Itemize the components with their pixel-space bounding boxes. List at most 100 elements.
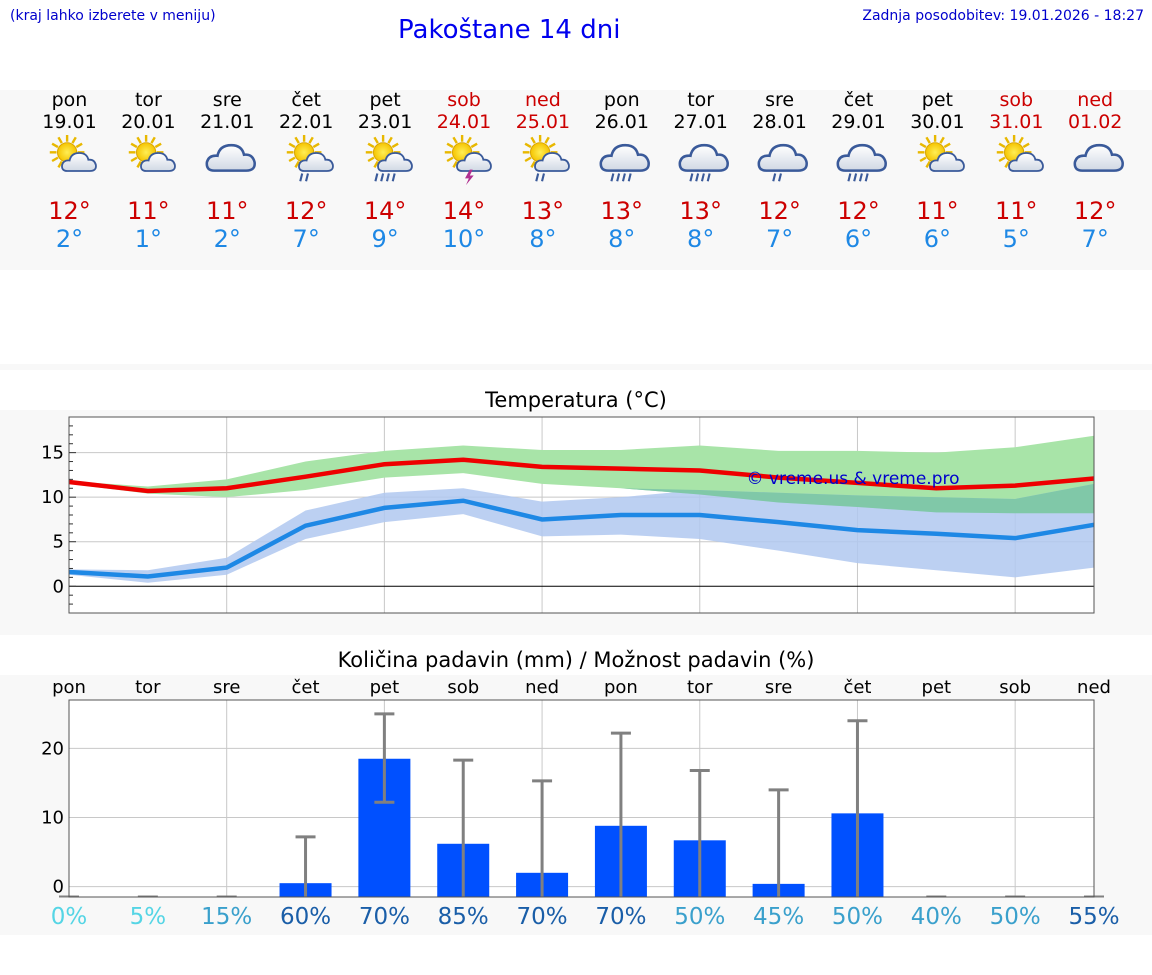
min-temperature-line bbox=[68, 498, 1095, 579]
day-date: 24.01 bbox=[436, 111, 492, 133]
max-temperature: 12° bbox=[837, 197, 880, 225]
day-date: 29.01 bbox=[831, 111, 886, 133]
precipitation-probability: 70% bbox=[595, 904, 647, 930]
temperature-chart-title: Temperatura (°C) bbox=[485, 388, 667, 412]
cloudy-icon bbox=[205, 143, 256, 172]
day-date: 25.01 bbox=[515, 111, 571, 133]
precipitation-probability: 40% bbox=[910, 904, 962, 930]
precipitation-tick-label: 10 bbox=[41, 808, 64, 829]
sun-cloud-icon bbox=[996, 135, 1044, 172]
sun-cloud-thunder-icon bbox=[444, 135, 492, 186]
day-name: pon bbox=[51, 89, 88, 111]
max-temperature: 11° bbox=[916, 197, 959, 225]
day-name: pon bbox=[603, 89, 640, 111]
precipitation-plot-area bbox=[69, 700, 1094, 897]
precipitation-probability: 5% bbox=[129, 904, 167, 930]
min-temperature: 2° bbox=[213, 225, 241, 253]
precipitation-tick-label: 0 bbox=[53, 877, 64, 898]
min-temperature: 2° bbox=[55, 225, 84, 253]
day-date: 21.01 bbox=[200, 111, 255, 133]
max-temperature: 14° bbox=[442, 197, 486, 225]
precipitation-day-label: pet bbox=[922, 677, 952, 698]
min-temperature: 9° bbox=[371, 225, 399, 253]
precipitation-probability: 45% bbox=[753, 904, 805, 930]
max-temperature: 11° bbox=[995, 197, 1038, 225]
precipitation-day-label: pon bbox=[52, 677, 86, 698]
day-name: sre bbox=[765, 89, 795, 111]
min-temperature: 10° bbox=[442, 225, 486, 253]
cloud-heavy-rain-icon bbox=[836, 143, 887, 182]
max-temperature: 12° bbox=[758, 197, 801, 225]
day-date: 20.01 bbox=[121, 111, 176, 133]
max-temperature: 13° bbox=[600, 197, 644, 225]
cloud-heavy-rain-icon bbox=[678, 143, 730, 182]
day-name: sre bbox=[212, 89, 242, 111]
cloud-heavy-rain-icon bbox=[599, 143, 651, 182]
max-range-band bbox=[69, 435, 1094, 514]
overlap-band bbox=[69, 473, 1094, 514]
precipitation-day-label: čet bbox=[843, 677, 871, 698]
sun-cloud-icon bbox=[917, 135, 965, 172]
page-title: Pakoštane 14 dni bbox=[398, 15, 621, 45]
min-temperature: 6° bbox=[923, 225, 952, 253]
max-temperature: 11° bbox=[206, 197, 249, 225]
precipitation-probability: 15% bbox=[201, 904, 253, 930]
day-name: sob bbox=[447, 89, 481, 111]
temperature-tick-label: 15 bbox=[41, 443, 64, 464]
day-name: tor bbox=[687, 89, 715, 111]
day-date: 30.01 bbox=[910, 111, 965, 133]
precipitation-day-label: sob bbox=[447, 677, 479, 698]
cloudy-icon bbox=[1073, 143, 1124, 172]
max-temperature: 12° bbox=[48, 197, 91, 225]
precipitation-probability: 60% bbox=[279, 904, 332, 930]
precipitation-chart-title: Količina padavin (mm) / Možnost padavin … bbox=[337, 648, 815, 672]
precipitation-day-label: sob bbox=[999, 677, 1031, 698]
day-date: 19.01 bbox=[42, 111, 97, 133]
day-name: tor bbox=[134, 89, 162, 111]
watermark: © vreme.us & vreme.pro bbox=[746, 469, 959, 489]
max-temperature: 11° bbox=[127, 197, 170, 225]
precipitation-day-label: tor bbox=[687, 677, 713, 698]
precipitation-day-label: čet bbox=[292, 677, 320, 698]
temperature-tick-label: 10 bbox=[41, 487, 64, 508]
precipitation-day-label: pon bbox=[604, 677, 638, 698]
max-temperature: 12° bbox=[284, 197, 328, 225]
day-date: 27.01 bbox=[673, 111, 728, 133]
day-date: 26.01 bbox=[594, 111, 649, 133]
min-temperature: 8° bbox=[529, 225, 557, 253]
min-temperature: 7° bbox=[765, 225, 794, 253]
precipitation-day-label: ned bbox=[525, 677, 559, 698]
min-range-band bbox=[69, 483, 1094, 583]
max-temperature-line bbox=[68, 457, 1095, 494]
day-name: ned bbox=[524, 89, 561, 111]
sun-cloud-icon bbox=[128, 135, 176, 172]
min-temperature: 7° bbox=[292, 225, 320, 253]
max-temperature: 13° bbox=[521, 197, 565, 225]
min-temperature: 8° bbox=[608, 225, 636, 253]
precipitation-day-label: ned bbox=[1077, 677, 1111, 698]
min-temperature: 8° bbox=[687, 225, 715, 253]
last-update: Zadnja posodobitev: 19.01.2026 - 18:27 bbox=[862, 8, 1144, 24]
min-temperature: 6° bbox=[844, 225, 873, 253]
precipitation-tick-label: 20 bbox=[41, 738, 64, 759]
divider-band bbox=[0, 364, 1152, 370]
max-temperature: 13° bbox=[679, 197, 722, 225]
precipitation-day-label: sre bbox=[765, 677, 792, 698]
forecast-strip bbox=[0, 90, 1152, 270]
region-hint: (kraj lahko izberete v meniju) bbox=[10, 8, 216, 24]
day-name: pet bbox=[921, 89, 953, 111]
precipitation-probability: 85% bbox=[437, 904, 489, 930]
precipitation-probability: 0% bbox=[50, 904, 88, 930]
day-name: sob bbox=[999, 89, 1034, 111]
day-date: 28.01 bbox=[752, 111, 807, 133]
sun-cloud-icon bbox=[49, 135, 97, 172]
sun-cloud-rain-icon bbox=[523, 135, 571, 182]
sun-cloud-heavy-rain-icon bbox=[365, 135, 413, 182]
day-name: čet bbox=[291, 89, 321, 111]
min-temperature: 5° bbox=[1002, 225, 1030, 253]
temperature-tick-label: 0 bbox=[53, 576, 64, 597]
day-name: čet bbox=[843, 89, 874, 111]
min-temperature: 1° bbox=[134, 225, 163, 253]
day-date: 31.01 bbox=[989, 111, 1044, 133]
